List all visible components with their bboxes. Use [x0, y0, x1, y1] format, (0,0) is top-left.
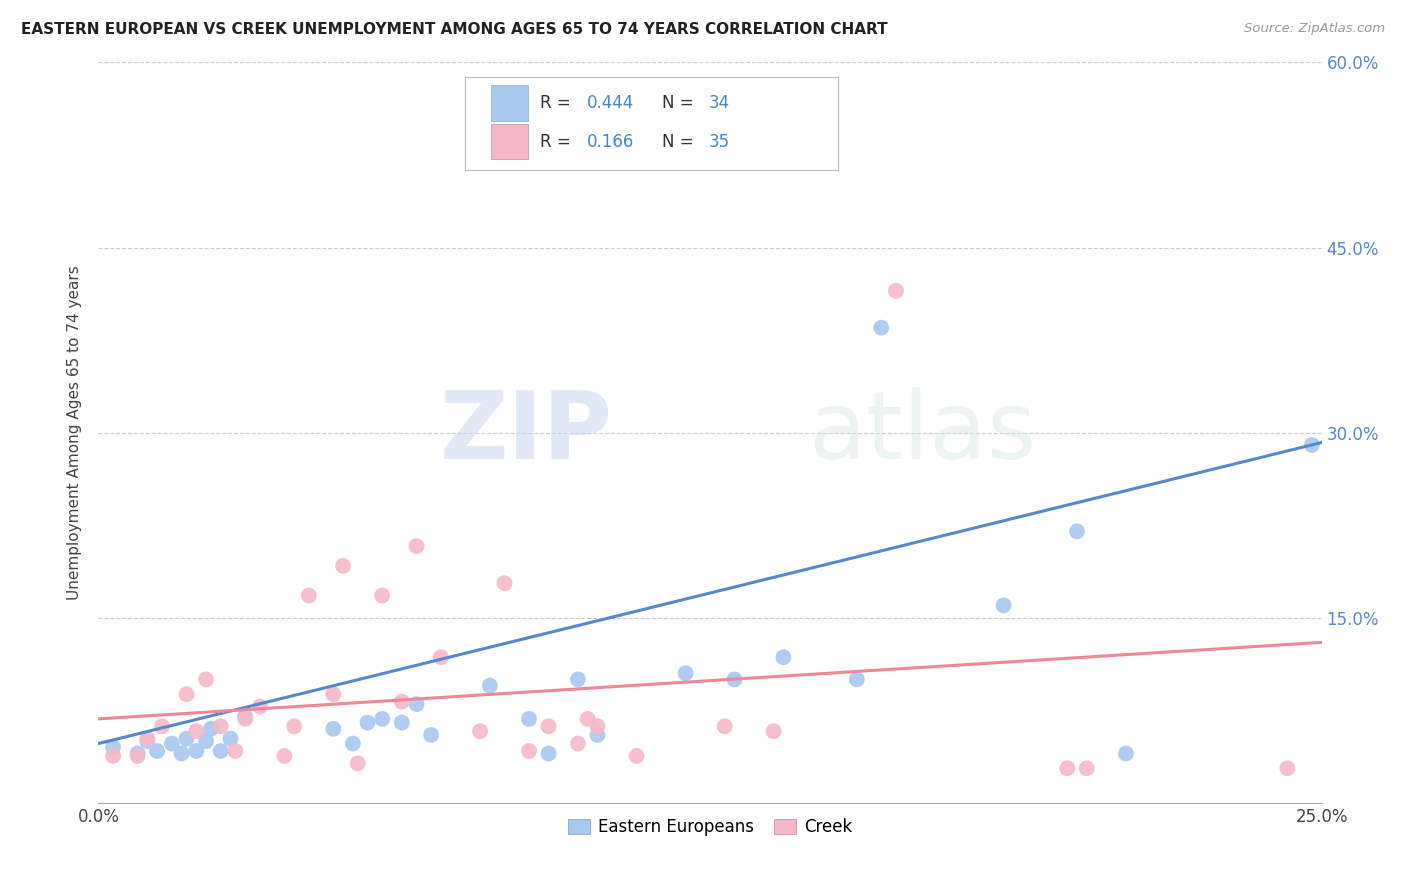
- Point: [870, 320, 893, 334]
- Point: [160, 737, 183, 751]
- Point: [356, 715, 378, 730]
- Text: R =: R =: [540, 133, 581, 151]
- Point: [723, 673, 745, 687]
- Point: [713, 719, 735, 733]
- Point: [1056, 761, 1078, 775]
- Point: [146, 744, 169, 758]
- Point: [195, 673, 218, 687]
- Text: 0.166: 0.166: [586, 133, 634, 151]
- Point: [517, 744, 540, 758]
- Point: [322, 687, 344, 701]
- Point: [626, 748, 648, 763]
- Text: 0.444: 0.444: [586, 95, 634, 112]
- Point: [136, 731, 159, 746]
- Point: [170, 747, 193, 761]
- Point: [405, 539, 427, 553]
- Point: [298, 589, 321, 603]
- Point: [993, 599, 1015, 613]
- Text: 34: 34: [709, 95, 730, 112]
- Point: [1066, 524, 1088, 539]
- Point: [101, 740, 124, 755]
- Point: [430, 650, 453, 665]
- Bar: [491, 124, 527, 160]
- Point: [884, 284, 907, 298]
- Text: atlas: atlas: [808, 386, 1036, 479]
- Point: [195, 734, 218, 748]
- Point: [586, 719, 609, 733]
- Point: [537, 719, 560, 733]
- Point: [772, 650, 794, 665]
- Text: N =: N =: [662, 133, 699, 151]
- Point: [371, 589, 394, 603]
- Point: [186, 744, 208, 758]
- Point: [346, 756, 368, 771]
- Point: [567, 673, 589, 687]
- Point: [233, 709, 256, 723]
- Point: [1277, 761, 1299, 775]
- Point: [233, 712, 256, 726]
- Point: [845, 673, 868, 687]
- Point: [762, 724, 785, 739]
- Point: [517, 712, 540, 726]
- Point: [136, 734, 159, 748]
- Point: [101, 748, 124, 763]
- Point: [342, 737, 364, 751]
- Text: N =: N =: [662, 95, 699, 112]
- Point: [391, 695, 413, 709]
- Text: R =: R =: [540, 95, 576, 112]
- Point: [219, 731, 242, 746]
- Point: [176, 731, 198, 746]
- Point: [405, 697, 427, 711]
- Point: [1115, 747, 1137, 761]
- Point: [586, 728, 609, 742]
- Bar: [491, 86, 527, 121]
- Point: [567, 737, 589, 751]
- Text: ZIP: ZIP: [439, 386, 612, 479]
- Point: [273, 748, 295, 763]
- Point: [1076, 761, 1098, 775]
- Point: [576, 712, 599, 726]
- Legend: Eastern Europeans, Creek: Eastern Europeans, Creek: [561, 811, 859, 843]
- Text: Source: ZipAtlas.com: Source: ZipAtlas.com: [1244, 22, 1385, 36]
- Point: [322, 722, 344, 736]
- Point: [494, 576, 516, 591]
- Point: [224, 744, 246, 758]
- Point: [249, 699, 271, 714]
- Point: [675, 666, 697, 681]
- Point: [1301, 438, 1323, 452]
- Point: [176, 687, 198, 701]
- Point: [209, 719, 232, 733]
- Y-axis label: Unemployment Among Ages 65 to 74 years: Unemployment Among Ages 65 to 74 years: [67, 265, 83, 600]
- Point: [420, 728, 443, 742]
- Point: [186, 724, 208, 739]
- Point: [478, 679, 501, 693]
- Point: [150, 719, 173, 733]
- Point: [283, 719, 305, 733]
- Point: [127, 748, 149, 763]
- FancyBboxPatch shape: [465, 78, 838, 169]
- Point: [468, 724, 491, 739]
- Point: [391, 715, 413, 730]
- Text: EASTERN EUROPEAN VS CREEK UNEMPLOYMENT AMONG AGES 65 TO 74 YEARS CORRELATION CHA: EASTERN EUROPEAN VS CREEK UNEMPLOYMENT A…: [21, 22, 887, 37]
- Point: [537, 747, 560, 761]
- Point: [332, 558, 354, 573]
- Text: 35: 35: [709, 133, 730, 151]
- Point: [200, 722, 222, 736]
- Point: [371, 712, 394, 726]
- Point: [127, 747, 149, 761]
- Point: [209, 744, 232, 758]
